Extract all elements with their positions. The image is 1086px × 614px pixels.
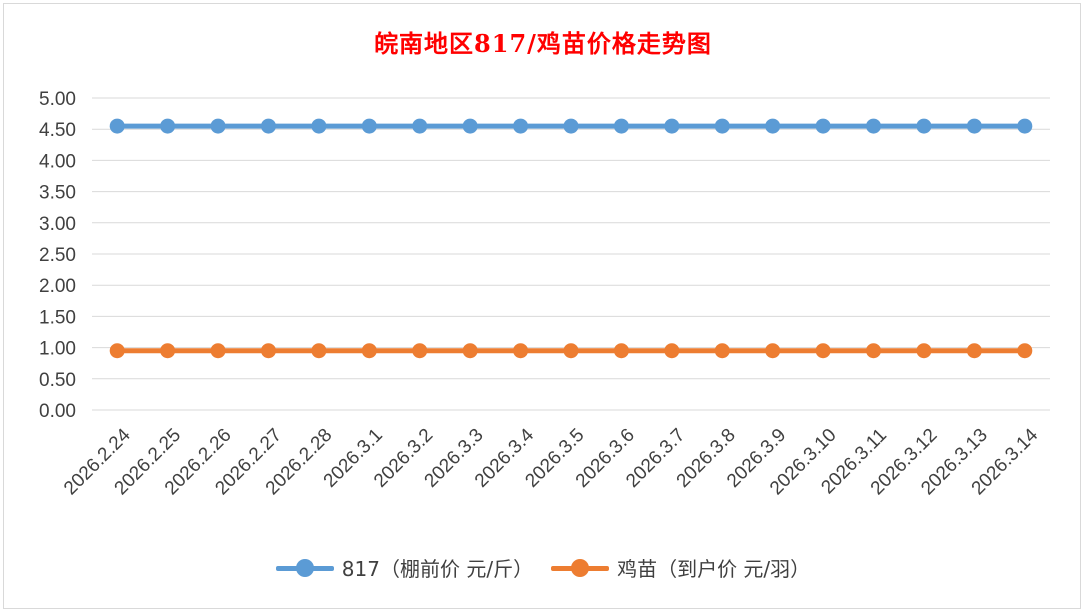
series-0-point	[412, 118, 428, 134]
series-0-point	[361, 118, 377, 134]
legend: 817（棚前价 元/斤） 鸡苗（到户价 元/羽）	[0, 553, 1086, 582]
series-1-point	[361, 343, 377, 359]
series-0-point	[210, 118, 226, 134]
series-0-point	[866, 118, 882, 134]
series-1-point	[714, 343, 730, 359]
series-1-point	[462, 343, 478, 359]
legend-item-chick[interactable]: 鸡苗（到户价 元/羽）	[551, 553, 810, 582]
series-0-point	[916, 118, 932, 134]
series-0-point	[462, 118, 478, 134]
series-0-point	[613, 118, 629, 134]
series-0-point	[513, 118, 529, 134]
series-1-point	[412, 343, 428, 359]
y-tick-label: 4.50	[39, 120, 76, 141]
y-tick-label: 1.50	[39, 307, 76, 328]
series-1-point	[966, 343, 982, 359]
series-0-point	[714, 118, 730, 134]
series-1-point	[916, 343, 932, 359]
series-1-point	[1017, 343, 1033, 359]
series-1-point	[765, 343, 781, 359]
series-0-point	[966, 118, 982, 134]
legend-label-chick: 鸡苗（到户价 元/羽）	[617, 557, 811, 581]
series-0-point	[109, 118, 125, 134]
legend-item-817[interactable]: 817（棚前价 元/斤）	[275, 553, 534, 582]
series-0-point	[563, 118, 579, 134]
y-tick-label: 0.50	[39, 370, 76, 391]
series-0-point	[664, 118, 680, 134]
series-0-point	[815, 118, 831, 134]
series-0-point	[1017, 118, 1033, 134]
legend-marker-817	[295, 558, 314, 577]
y-tick-label: 0.00	[39, 401, 76, 422]
legend-label-817: 817（棚前价 元/斤）	[341, 557, 534, 581]
chart-title: 皖南地区817/鸡苗价格走势图	[374, 29, 712, 58]
series-1-point	[613, 343, 629, 359]
series-0-point	[260, 118, 276, 134]
series-1-point	[563, 343, 579, 359]
legend-swatch-chick	[551, 558, 610, 577]
y-tick-label: 3.00	[39, 214, 76, 235]
series-1-point	[260, 343, 276, 359]
series-1-point	[664, 343, 680, 359]
legend-swatch-817	[275, 558, 334, 577]
series-0-point	[765, 118, 781, 134]
series-1-point	[160, 343, 176, 359]
y-tick-label: 4.00	[39, 151, 76, 172]
series-1-point	[210, 343, 226, 359]
legend-marker-chick	[571, 558, 590, 577]
series-1-point	[109, 343, 125, 359]
y-tick-label: 3.50	[39, 183, 76, 204]
series-0-point	[311, 118, 327, 134]
series-1-point	[311, 343, 327, 359]
chart-frame	[3, 3, 1081, 609]
y-tick-label: 1.00	[39, 339, 76, 360]
y-tick-label: 5.00	[39, 89, 76, 110]
series-1-point	[866, 343, 882, 359]
y-tick-label: 2.50	[39, 245, 76, 266]
series-0-point	[160, 118, 176, 134]
series-1-point	[815, 343, 831, 359]
series-1-point	[513, 343, 529, 359]
y-tick-label: 2.00	[39, 276, 76, 297]
